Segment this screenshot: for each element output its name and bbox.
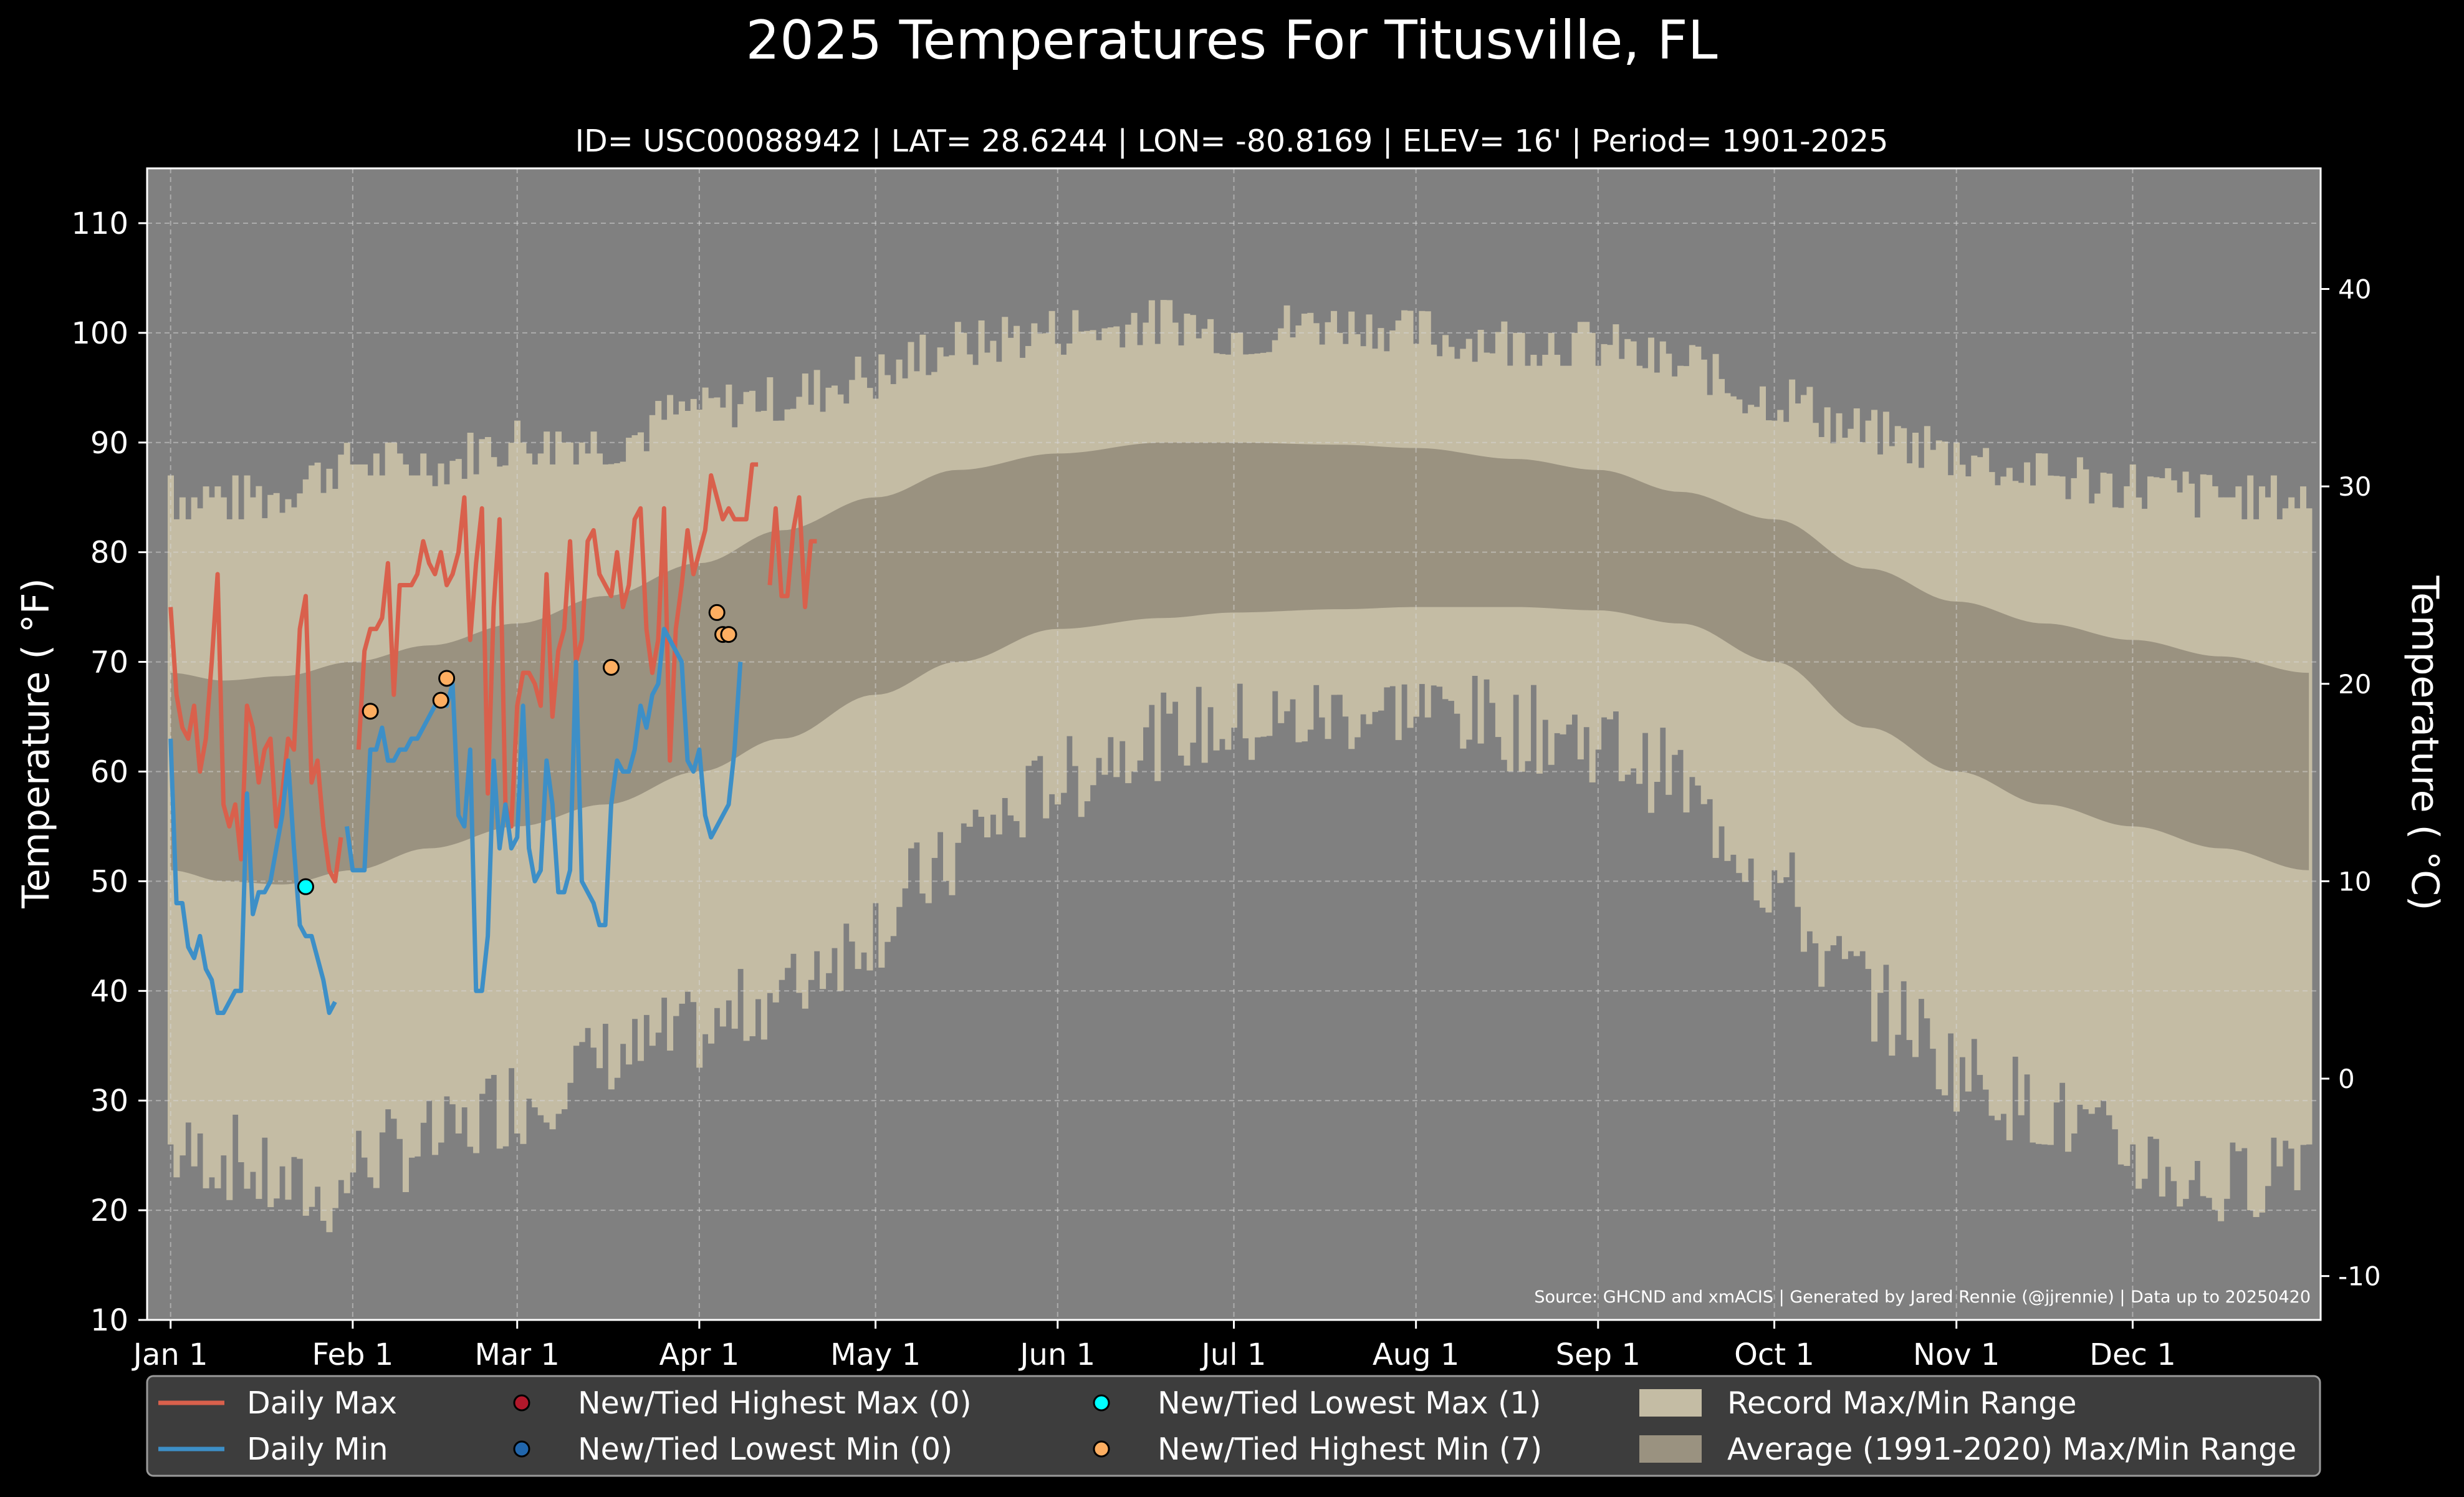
x-tick-label: Feb 1: [312, 1337, 393, 1372]
daily-min-line: [344, 627, 743, 993]
x-tick-label: Jan 1: [132, 1337, 208, 1372]
y2-tick-label: 0: [2338, 1064, 2355, 1094]
record-range-bar: [1765, 420, 1772, 913]
highest-min-point: [432, 691, 449, 709]
chart-title: 2025 Temperatures For Titusville, FL: [745, 9, 1717, 72]
record-range-bar: [2141, 509, 2148, 1179]
plot-area: Source: GHCND and xmACIS | Generated by …: [146, 167, 2322, 1321]
legend-label: Daily Min: [247, 1432, 388, 1467]
legend-patch-swatch: [1639, 1389, 1702, 1417]
legend-dot-swatch: [513, 1394, 530, 1412]
y-tick-label: 70: [90, 645, 128, 680]
source-note: Source: GHCND and xmACIS | Generated by …: [1534, 1288, 2311, 1307]
highest-min-point: [362, 703, 379, 720]
y-tick-label: 100: [71, 316, 128, 351]
record-range-bar: [1906, 463, 1913, 1041]
legend-box: [146, 1375, 2321, 1477]
legend-label: Record Max/Min Range: [1727, 1385, 2077, 1421]
lowest-max-point: [297, 878, 314, 895]
record-range-bar: [2136, 497, 2142, 1189]
x-tick-label: Mar 1: [475, 1337, 560, 1372]
record-range-bar: [2306, 508, 2313, 1145]
grid-lines: [147, 168, 2321, 1321]
record-range-bar: [1953, 442, 1960, 1112]
highest-min-point: [720, 626, 737, 643]
y-axis-label-right: Temperature ( °C): [2403, 575, 2447, 911]
y-tick-label: 50: [90, 864, 128, 899]
y-tick-label: 60: [90, 754, 128, 789]
x-tick-label: Sep 1: [1556, 1337, 1641, 1372]
x-tick-label: Aug 1: [1373, 1337, 1460, 1372]
daily-max-line: [767, 495, 817, 610]
record-range-bar: [2000, 476, 2007, 1114]
legend-label: Average (1991-2020) Max/Min Range: [1727, 1432, 2296, 1467]
record-points: [297, 604, 737, 895]
x-tick-label: Jun 1: [1018, 1337, 1095, 1372]
record-range-bar: [1994, 485, 2001, 1120]
x-tick-label: Dec 1: [2089, 1337, 2176, 1372]
record-range-bar: [2117, 508, 2124, 1165]
record-range-bar: [2253, 519, 2260, 1217]
legend-dot-swatch: [513, 1440, 530, 1458]
legend-label: New/Tied Highest Max (0): [578, 1385, 972, 1421]
record-range-bar: [1889, 446, 1896, 1056]
y-tick-label: 90: [90, 426, 128, 461]
y2-tick-label: 20: [2338, 669, 2371, 700]
legend-patch-swatch: [1639, 1435, 1702, 1463]
legend: Daily Max New/Tied Highest Max (0) New/Tie…: [146, 1375, 2321, 1477]
legend-label: New/Tied Lowest Max (1): [1158, 1385, 1541, 1421]
record-range-bar: [2047, 475, 2054, 1145]
x-tick-label: Nov 1: [1913, 1337, 2000, 1372]
highest-min-point: [438, 670, 456, 687]
y-tick-label: 20: [90, 1193, 128, 1228]
y2-tick-label: 40: [2338, 274, 2371, 304]
series-lines: [168, 462, 817, 1015]
y-axis-right: -10 0 10 20 30 40: [2321, 274, 2381, 1292]
x-tick-label: Jul 1: [1200, 1337, 1267, 1372]
y2-tick-label: 30: [2338, 471, 2371, 502]
record-range-bar: [2159, 478, 2165, 1197]
daily-max-line: [356, 462, 759, 829]
y-tick-label: 110: [71, 206, 128, 241]
legend-dot-swatch: [1093, 1394, 1110, 1412]
x-tick-label: Oct 1: [1734, 1337, 1814, 1372]
record-range-bar: [1965, 476, 1972, 1092]
y-tick-label: 30: [90, 1084, 128, 1119]
x-axis: Jan 1 Feb 1 Mar 1 Apr 1 May 1 Jun 1 Jul 1 Aug 1…: [132, 1320, 2176, 1372]
highest-min-point: [708, 604, 726, 621]
record-range-bar: [2006, 468, 2013, 1140]
record-range-bar: [2218, 497, 2225, 1221]
x-tick-label: Apr 1: [659, 1337, 739, 1372]
legend-label: New/Tied Lowest Min (0): [578, 1432, 952, 1467]
y-tick-label: 40: [90, 974, 128, 1009]
record-range-bar: [1818, 436, 1825, 987]
record-range-bar: [1988, 472, 1995, 1116]
legend-label: Daily Max: [247, 1385, 397, 1421]
y-tick-label: 80: [90, 536, 128, 570]
x-tick-label: May 1: [830, 1337, 921, 1372]
record-range-bar: [2065, 499, 2072, 1152]
legend-dot-swatch: [1093, 1440, 1110, 1458]
chart-subtitle: ID= USC00088942 | LAT= 28.6244 | LON= -8…: [575, 123, 1889, 159]
legend-label: New/Tied Highest Min (7): [1158, 1432, 1542, 1467]
y-tick-label: 10: [90, 1303, 128, 1338]
daily-max-line: [168, 572, 343, 883]
record-range-bar: [2030, 485, 2036, 1143]
highest-min-point: [603, 658, 620, 676]
y-axis-label-left: Temperature ( °F): [14, 578, 58, 909]
y2-tick-label: -10: [2338, 1261, 2381, 1292]
daily-min-line: [168, 738, 337, 1015]
y-axis-left: 10 20 30 40 50 60 70 80 90 100 110: [71, 206, 147, 1338]
y2-tick-label: 10: [2338, 866, 2371, 897]
record-range-bar: [2177, 492, 2184, 1207]
